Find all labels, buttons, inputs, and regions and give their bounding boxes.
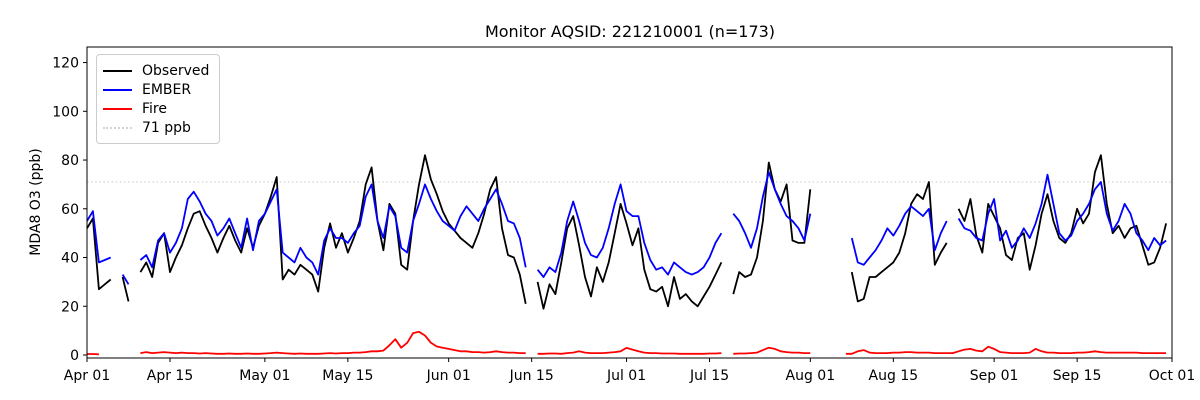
y-tick-label-60: 60: [61, 202, 79, 218]
x-tick-label-aug-01: Aug 01: [786, 368, 836, 384]
x-tick-label-may-15: May 15: [322, 368, 373, 384]
legend: Observed EMBER Fire 71 ppb: [96, 54, 220, 144]
legend-label: 71 ppb: [142, 119, 191, 136]
x-tick-label-oct-01: Oct 01: [1149, 368, 1195, 384]
chart-title: Monitor AQSID: 221210001 (n=173): [485, 22, 775, 41]
legend-label: EMBER: [142, 81, 192, 98]
series-observed-line: [86, 154, 1167, 310]
x-tick-label-sep-01: Sep 01: [970, 368, 1019, 384]
x-tick-label-jul-15: Jul 15: [689, 368, 729, 384]
y-tick-label-120: 120: [52, 56, 79, 72]
legend-item-observed: Observed: [103, 61, 211, 80]
legend-item-71-ppb: 71 ppb: [103, 118, 211, 137]
x-tick-label-jul-01: Jul 01: [606, 368, 646, 384]
x-tick-label-apr-15: Apr 15: [147, 368, 193, 384]
series-ember-line: [86, 171, 1167, 285]
y-tick-label-0: 0: [70, 348, 79, 364]
x-tick-label-aug-15: Aug 15: [869, 368, 919, 384]
plot-border: [86, 46, 1173, 359]
x-tick-label-sep-15: Sep 15: [1053, 368, 1102, 384]
legend-line-swatch-ember: [103, 88, 132, 91]
y-axis-label: MDA8 O3 (ppb): [28, 148, 44, 256]
legend-label: Observed: [142, 62, 210, 79]
legend-line-swatch-71-ppb: [103, 126, 132, 129]
legend-line-swatch-fire: [103, 107, 132, 110]
x-tick-label-jun-15: Jun 15: [509, 368, 554, 384]
legend-item-fire: Fire: [103, 99, 211, 118]
y-tick-label-100: 100: [52, 104, 79, 120]
series-fire-line: [87, 330, 1167, 356]
x-tick-label-apr-01: Apr 01: [64, 368, 110, 384]
legend-label: Fire: [142, 100, 167, 117]
x-tick-label-jun-01: Jun 01: [426, 368, 471, 384]
y-tick-label-20: 20: [61, 299, 79, 315]
x-tick-label-may-01: May 01: [239, 368, 290, 384]
plot-area: 0 20 40 60 80 100 120 Apr 01 Apr 15 May 01 May 15 J…: [52, 46, 1195, 384]
y-tick-label-40: 40: [61, 251, 79, 267]
legend-line-swatch-observed: [103, 69, 132, 72]
legend-item-ember: EMBER: [103, 80, 211, 99]
y-tick-label-80: 80: [61, 153, 79, 169]
